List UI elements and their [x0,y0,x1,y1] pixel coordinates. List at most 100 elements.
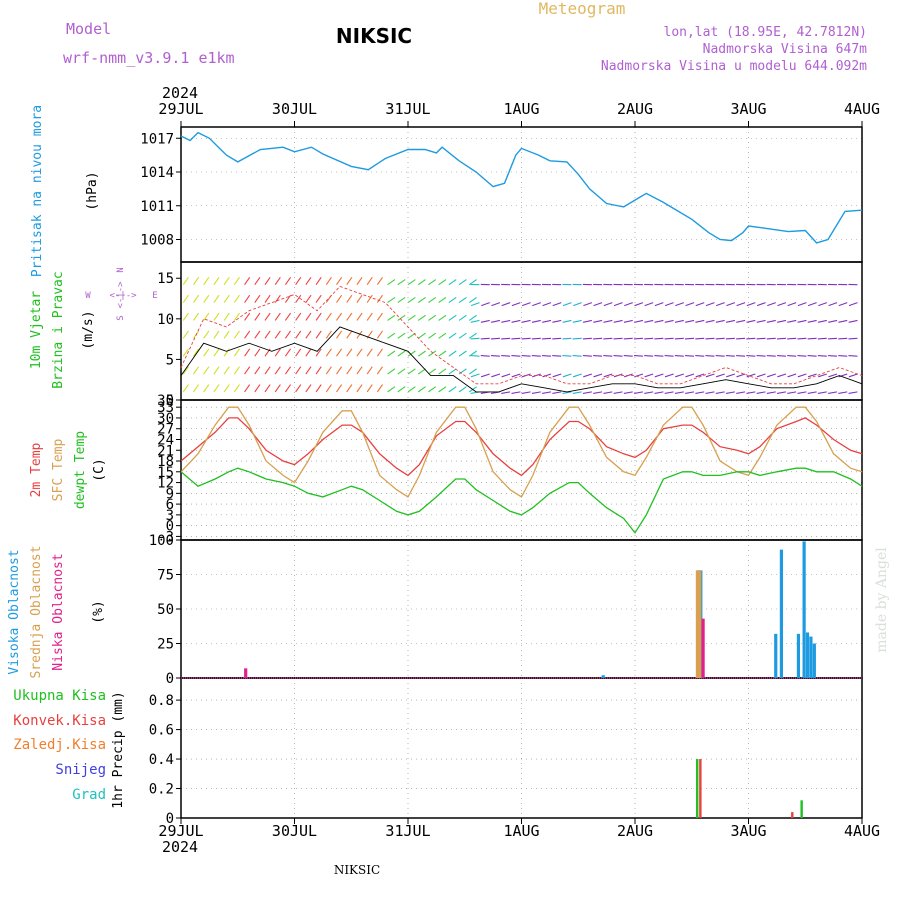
wind-barb [695,338,704,339]
wind-barb [767,374,776,377]
wind-barb [449,315,456,320]
wind-barb [532,356,541,357]
wind-barb [726,320,735,322]
wind-barb [296,349,301,356]
wind-barb [532,392,541,394]
wind-barb [428,280,435,285]
wind-barb [634,374,643,377]
coords-text: lon,lat (18.95E, 42.7812N) [664,25,868,40]
wind-barb [604,374,613,377]
y-tick-label: 5 [166,352,174,368]
wind-barb [367,385,372,392]
wind-barb [275,295,280,302]
wind-barb [798,320,807,322]
compass-n: N [116,267,126,272]
wind-barb [522,303,530,306]
time-label-top: 31JUL [385,100,430,118]
pressure-label: Pritisak na nivou mora [30,105,45,277]
wind-barb [828,320,837,322]
wind-barb [777,320,786,322]
wind-barb [552,338,561,339]
wind-barb [675,303,683,306]
wind-barb [706,374,715,377]
model-name: wrf-nmm_v3.9.1 e1km [63,49,235,67]
compass-arrows-h: <-|-> [109,291,137,301]
wind-barb [583,338,592,339]
wind-barb [275,367,280,374]
wind-barb [224,313,229,320]
time-label-top: 4AUG [844,100,880,118]
compass-w: W [85,291,91,301]
wind-barb [573,356,582,357]
wind-barb [469,315,476,320]
temp-label-dewpt: dewpt Temp [73,431,88,509]
wind-barb [347,277,352,284]
wind-barb [377,295,382,302]
wind-barb [675,338,684,339]
wind-barb [624,320,633,322]
wind-barb [593,356,602,357]
cloud-bar [244,668,247,678]
wind-barb [736,338,745,339]
wind-barb [204,385,209,392]
wind-barb [224,349,229,356]
wind-barb [388,369,395,374]
wind-barb [255,277,260,284]
wind-barb [502,303,510,306]
legend-total-rain: Ukupna Kisa [13,688,106,704]
time-label-top: 1AUG [503,100,539,118]
time-label-top: 30JUL [272,100,317,118]
wind-barb [449,369,456,374]
wind-barb [357,295,362,302]
y-tick-label: 35 [157,393,174,409]
wind-barb [255,331,260,338]
wind-barb [326,367,331,374]
wind-barb [418,351,425,356]
wind-barb [357,349,362,356]
wind-barb [491,303,499,306]
wind-barb [224,367,229,374]
wind-barb [849,303,857,306]
wind-barb [193,313,198,320]
cloud-bar [813,644,816,679]
wind-barb [439,369,446,374]
wind-barb [491,356,500,357]
wind-barb [428,387,435,392]
wind-barb [746,338,755,339]
wind-barb [777,303,785,306]
wind-barb [183,313,188,320]
wind-barb [706,392,715,394]
y-tick-label: 25 [157,637,174,653]
wind-barb [183,277,188,284]
y-tick-label: 15 [157,271,174,287]
wind-barb [655,320,664,322]
wind-barb [224,295,229,302]
wind-barb [716,338,725,339]
wind-barb [543,303,551,306]
cloud-bar [797,634,800,678]
wind-barb [285,331,290,338]
wind-barb [552,356,561,357]
wind-barb [481,338,490,339]
wind-barb [388,333,395,338]
wind-barb [685,392,694,394]
wind-barb [675,320,684,322]
wind-barb [245,385,250,392]
wind-barb [808,303,816,306]
wind-barb [255,385,260,392]
wind-barb [603,320,612,322]
wind-barb [316,277,321,284]
wind-barb [685,338,694,339]
wind-barb [808,320,817,322]
wind-barb [193,277,198,284]
wind-barb [716,303,724,306]
wind-barb [624,338,633,339]
wind-barb [326,349,331,356]
wind-barb [336,313,341,320]
wind-barb [522,392,531,394]
wind-barb [634,356,643,357]
temp-label-2m: 2m Temp [29,442,44,497]
wind-barb [449,297,456,302]
